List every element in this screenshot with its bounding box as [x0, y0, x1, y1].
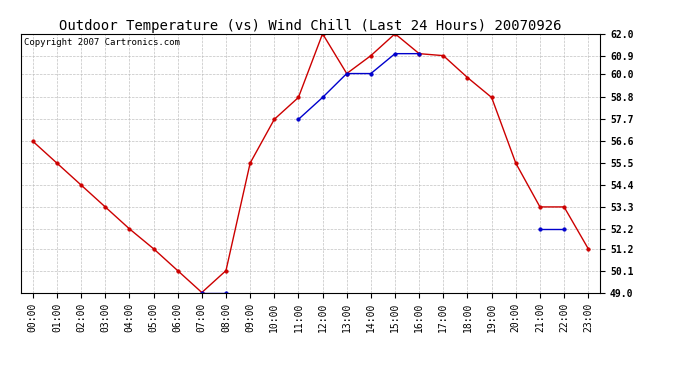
Text: Copyright 2007 Cartronics.com: Copyright 2007 Cartronics.com: [23, 38, 179, 46]
Title: Outdoor Temperature (vs) Wind Chill (Last 24 Hours) 20070926: Outdoor Temperature (vs) Wind Chill (Las…: [59, 19, 562, 33]
